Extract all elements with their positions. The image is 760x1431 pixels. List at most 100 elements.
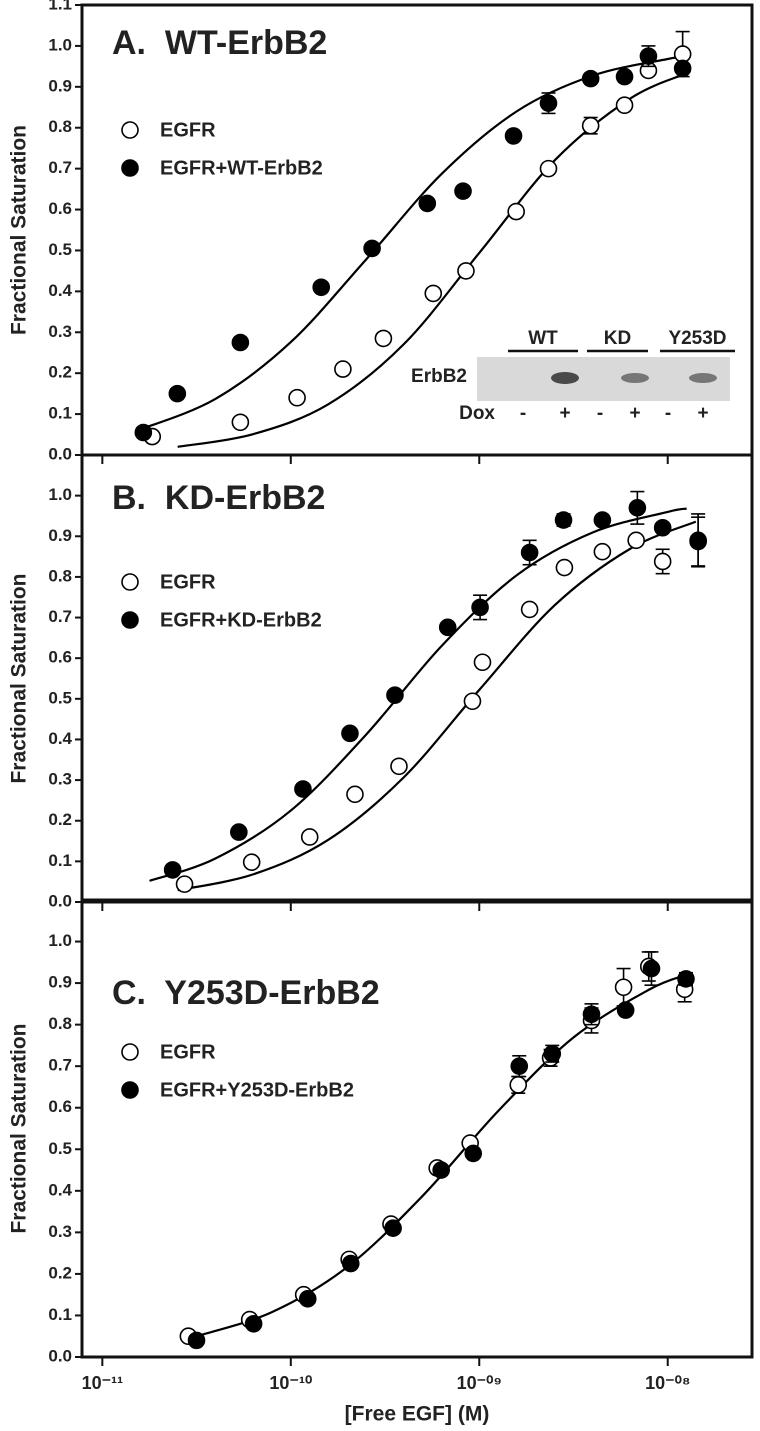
data-point — [507, 202, 525, 221]
data-point — [520, 600, 539, 619]
data-point — [593, 542, 612, 561]
fit-curve — [177, 72, 688, 448]
data-point — [616, 1001, 635, 1019]
y-tick-label: 0.3 — [48, 1222, 72, 1241]
data-point — [454, 182, 472, 200]
y-tick-label: 0.3 — [48, 770, 72, 789]
y-tick-label: 0.5 — [48, 1139, 72, 1158]
data-point — [374, 329, 393, 348]
legend-label: EGFR — [160, 1041, 216, 1063]
data-point — [582, 1005, 601, 1024]
data-point — [334, 360, 352, 378]
dox-label: Dox — [459, 403, 495, 424]
y-tick-label: 0.7 — [48, 1056, 72, 1075]
y-tick-label: 0.6 — [48, 199, 72, 218]
y-tick-label: 0.8 — [48, 1014, 72, 1033]
y-tick-label: 0.2 — [48, 363, 72, 382]
y-tick-label: 0.7 — [48, 607, 72, 626]
data-point — [689, 531, 707, 550]
blot-band — [551, 372, 579, 384]
legend-label: EGFR+KD-ErbB2 — [160, 609, 322, 631]
y-axis-label: Fractional Saturation — [8, 125, 31, 335]
data-point — [642, 959, 661, 978]
data-point — [520, 543, 539, 562]
data-point — [244, 1314, 263, 1333]
y-tick-label: 0.2 — [48, 1263, 72, 1282]
data-point — [464, 1144, 483, 1163]
lane-group-label: WT — [528, 328, 558, 349]
data-point — [555, 558, 574, 577]
data-point — [554, 511, 573, 529]
fit-curve — [149, 507, 687, 882]
fit-curve — [196, 973, 688, 1338]
data-point — [418, 194, 437, 213]
data-point — [614, 978, 633, 997]
panel-title: B. KD-ErbB2 — [112, 479, 325, 517]
y-tick-label: 0.6 — [48, 1097, 72, 1116]
dox-sign: - — [597, 403, 603, 424]
data-point — [298, 1290, 317, 1308]
legend-marker — [121, 1081, 139, 1099]
fit-curve — [139, 55, 687, 431]
dox-sign: - — [520, 403, 526, 424]
y-tick-label: 1.0 — [48, 931, 72, 950]
legend-label: EGFR — [160, 571, 216, 593]
data-point — [341, 1254, 360, 1273]
blot-band — [689, 373, 717, 383]
data-point — [581, 116, 600, 135]
data-point — [187, 1331, 206, 1350]
blot-row-label: ErbB2 — [411, 366, 467, 387]
y-tick-label: 0.8 — [48, 117, 72, 136]
y-axis-label: Fractional Saturation — [8, 1023, 31, 1233]
legend-marker — [121, 611, 139, 629]
y-tick-label: 0.0 — [48, 444, 72, 463]
data-point — [288, 388, 306, 407]
fit-curve — [177, 520, 697, 892]
x-tick-label: 10⁻⁰⁹ — [457, 1373, 502, 1393]
y-tick-label: 0.7 — [48, 158, 72, 177]
dox-sign: - — [665, 403, 671, 424]
data-point — [539, 94, 558, 112]
y-tick-label: 0.6 — [48, 648, 72, 667]
y-tick-label: 0.2 — [48, 810, 72, 829]
y-tick-label: 0.1 — [48, 851, 72, 870]
y-axis-label: Fractional Saturation — [8, 573, 31, 783]
data-point — [386, 686, 404, 704]
legend-marker — [121, 121, 139, 139]
y-tick-label: 0.9 — [48, 973, 72, 992]
data-point — [581, 69, 600, 88]
data-point — [242, 853, 261, 871]
y-tick-label: 0.0 — [48, 1346, 72, 1365]
data-point — [677, 970, 695, 988]
data-point — [473, 653, 492, 672]
x-tick-label: 10⁻¹⁰ — [269, 1373, 312, 1393]
x-tick-label: 10⁻¹¹ — [82, 1373, 124, 1393]
data-point — [168, 384, 187, 403]
x-tick-label: 10⁻⁰⁸ — [645, 1373, 690, 1393]
dox-sign: + — [629, 403, 640, 424]
y-tick-label: 1.0 — [48, 485, 72, 504]
y-tick-label: 0.5 — [48, 688, 72, 707]
data-point — [457, 262, 475, 280]
data-point — [509, 1076, 528, 1094]
data-point — [231, 333, 250, 352]
legend-marker — [121, 1043, 139, 1061]
y-tick-label: 0.1 — [48, 1305, 72, 1324]
blot-image — [477, 357, 730, 401]
plot-frame — [80, 898, 754, 1359]
data-point — [627, 531, 645, 550]
y-tick-label: 0.4 — [48, 729, 72, 748]
y-tick-label: 0.5 — [48, 240, 72, 259]
data-point — [471, 598, 489, 617]
legend-label: EGFR — [160, 119, 216, 141]
data-point — [539, 159, 558, 178]
data-point — [639, 47, 658, 65]
data-point — [175, 875, 194, 893]
data-point — [653, 518, 672, 537]
data-point — [543, 1044, 562, 1063]
data-point — [230, 823, 248, 841]
data-point — [593, 511, 612, 529]
y-tick-label: 0.3 — [48, 322, 72, 341]
dox-sign: + — [559, 403, 570, 424]
dox-sign: + — [697, 403, 708, 424]
